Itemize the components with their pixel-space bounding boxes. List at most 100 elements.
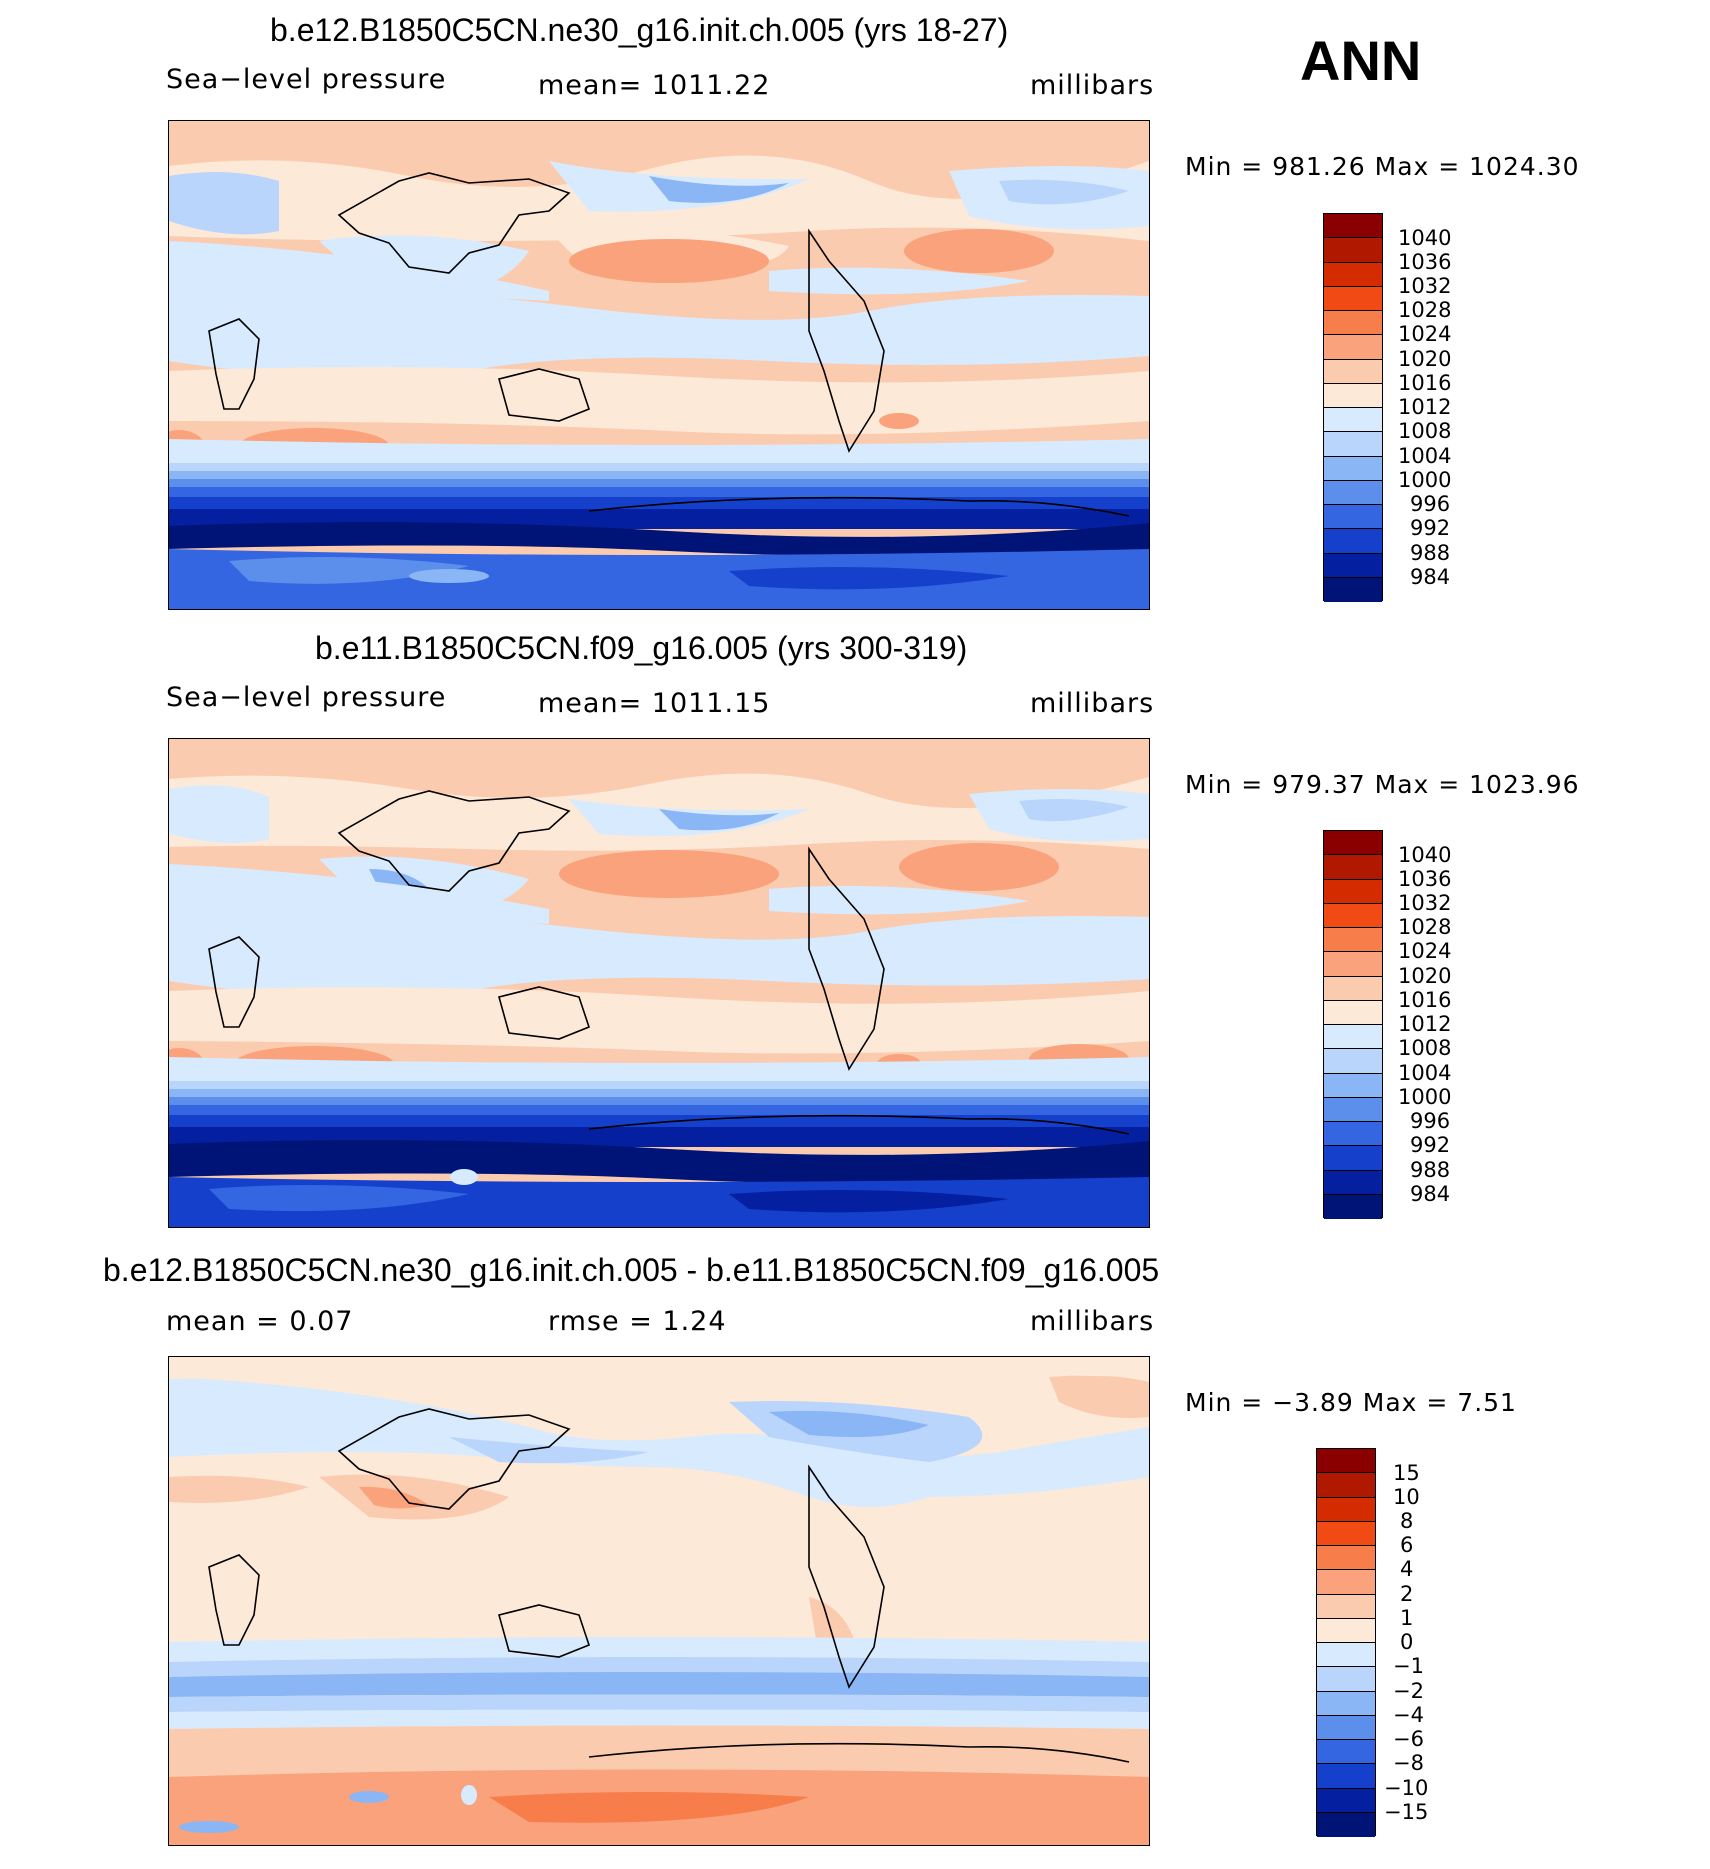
panel-2-level-label: 1016: [1398, 988, 1452, 1012]
panel-3-map: [168, 1356, 1150, 1846]
panel-1-colorbar-bin: [1324, 577, 1382, 602]
panel-2-level-label: 996: [1410, 1109, 1451, 1133]
panel-3-rmse-label: rmse = 1.24: [548, 1306, 727, 1337]
panel-1-units-label: millibars: [1030, 70, 1155, 101]
panel-3-level-label: 1: [1400, 1606, 1414, 1630]
panel-3-mean-label: mean = 0.07: [166, 1306, 354, 1337]
panel-3-level-label: −8: [1393, 1751, 1424, 1775]
panel-1-colorbar-bin: [1324, 529, 1382, 554]
panel-3-colorbar-bin: [1317, 1691, 1375, 1716]
panel-1-colorbar-bin: [1324, 214, 1382, 239]
panel-1-level-label: 1008: [1398, 419, 1452, 443]
panel-3-colorbar-bin: [1317, 1667, 1375, 1692]
panel-2-level-label: 1028: [1398, 915, 1452, 939]
panel-2-minmax-label: Min = 979.37 Max = 1023.96: [1185, 770, 1580, 799]
panel-1-level-label: 1040: [1398, 226, 1452, 250]
panel-3-level-label: −4: [1393, 1703, 1424, 1727]
panel-2-colorbar-bin: [1324, 1097, 1382, 1122]
panel-3-level-label: −2: [1393, 1679, 1424, 1703]
panel-2-level-label: 1036: [1398, 867, 1452, 891]
panel-1-level-label: 1004: [1398, 444, 1452, 468]
panel-3-colorbar-bin: [1317, 1715, 1375, 1740]
panel-2-colorbar-bin: [1324, 952, 1382, 977]
panel-2-colorbar-bin: [1324, 855, 1382, 880]
panel-2-colorbar-bin: [1324, 928, 1382, 953]
panel-2-mean-label: mean= 1011.15: [538, 688, 771, 719]
panel-3-colorbar-bin: [1317, 1618, 1375, 1643]
panel-2-title: b.e11.B1850C5CN.f09_g16.005 (yrs 300-319…: [315, 630, 968, 666]
panel-2-level-label: 1024: [1398, 939, 1452, 963]
panel-2-colorbar-bin: [1324, 879, 1382, 904]
panel-1-map: [168, 120, 1150, 610]
panel-2-map: [168, 738, 1150, 1228]
panel-3-colorbar-bin: [1317, 1570, 1375, 1595]
panel-1-title: b.e12.B1850C5CN.ne30_g16.init.ch.005 (yr…: [270, 12, 1009, 48]
panel-1-colorbar-bin: [1324, 286, 1382, 311]
panel-3-colorbar-bin: [1317, 1812, 1375, 1837]
panel-1-colorbar-bin: [1324, 359, 1382, 384]
panel-1-colorbar: [1323, 213, 1383, 602]
panel-1-level-label: 1020: [1398, 347, 1452, 371]
panel-2-level-label: 1000: [1398, 1085, 1452, 1109]
panel-2-colorbar-bin: [1324, 903, 1382, 928]
panel-3-level-label: −6: [1393, 1727, 1424, 1751]
panel-3-minmax-label: Min = −3.89 Max = 7.51: [1185, 1388, 1517, 1417]
panel-1-level-label: 984: [1410, 565, 1451, 589]
panel-1-mean-label: mean= 1011.22: [538, 70, 771, 101]
panel-3-level-label: 4: [1400, 1557, 1414, 1581]
panel-2-colorbar-bin: [1324, 1073, 1382, 1098]
panel-1-colorbar-bin: [1324, 335, 1382, 360]
panel-3-colorbar-bin: [1317, 1449, 1375, 1474]
panel-2-field-label: Sea−level pressure: [166, 682, 447, 713]
panel-1-level-label: 1012: [1398, 395, 1452, 419]
panel-2-level-label: 1032: [1398, 891, 1452, 915]
panel-3-level-label: −1: [1393, 1654, 1424, 1678]
panel-3-colorbar-bin: [1317, 1643, 1375, 1668]
panel-2-colorbar-bin: [1324, 1194, 1382, 1219]
panel-1-colorbar-bin: [1324, 480, 1382, 505]
panel-3-level-label: −15: [1384, 1800, 1429, 1824]
panel-1-colorbar-bin: [1324, 553, 1382, 578]
panel-3-level-label: −10: [1384, 1776, 1429, 1800]
panel-3-colorbar-bin: [1317, 1546, 1375, 1571]
panel-3-level-label: 0: [1400, 1630, 1414, 1654]
panel-3-colorbar-bin: [1317, 1764, 1375, 1789]
panel-1-colorbar-bin: [1324, 262, 1382, 287]
panel-3-colorbar-bin: [1317, 1594, 1375, 1619]
panel-2-colorbar-bin: [1324, 1146, 1382, 1171]
panel-2-level-label: 1004: [1398, 1061, 1452, 1085]
panel-3-level-label: 6: [1400, 1533, 1414, 1557]
panel-3-units-label: millibars: [1030, 1306, 1155, 1337]
panel-2-level-label: 1012: [1398, 1012, 1452, 1036]
panel-1-level-label: 1032: [1398, 274, 1452, 298]
panel-3-colorbar-bin: [1317, 1497, 1375, 1522]
panel-2-level-label: 1040: [1398, 843, 1452, 867]
panel-1-level-label: 988: [1410, 541, 1451, 565]
panel-2-level-label: 984: [1410, 1182, 1451, 1206]
panel-1-colorbar-bin: [1324, 383, 1382, 408]
panel-1-colorbar-bin: [1324, 408, 1382, 433]
panel-1-minmax-label: Min = 981.26 Max = 1024.30: [1185, 152, 1580, 181]
panel-2-colorbar-bin: [1324, 1122, 1382, 1147]
panel-1-colorbar-bin: [1324, 456, 1382, 481]
panel-2-level-label: 1020: [1398, 964, 1452, 988]
panel-3-colorbar-bin: [1317, 1521, 1375, 1546]
panel-1-level-label: 1024: [1398, 322, 1452, 346]
panel-1-level-label: 1028: [1398, 298, 1452, 322]
panel-3-title: b.e12.B1850C5CN.ne30_g16.init.ch.005 - b…: [103, 1252, 1160, 1288]
panel-2-level-label: 992: [1410, 1133, 1451, 1157]
panel-3-level-label: 2: [1400, 1582, 1414, 1606]
panel-3-colorbar: [1316, 1448, 1376, 1837]
panel-2-units-label: millibars: [1030, 688, 1155, 719]
panel-2-colorbar-bin: [1324, 976, 1382, 1001]
panel-2-colorbar-bin: [1324, 831, 1382, 856]
panel-1-colorbar-bin: [1324, 505, 1382, 530]
panel-2-level-label: 988: [1410, 1158, 1451, 1182]
panel-3-level-label: 15: [1393, 1461, 1420, 1485]
panel-1-level-label: 1000: [1398, 468, 1452, 492]
panel-2-colorbar-bin: [1324, 1170, 1382, 1195]
season-label: ANN: [1300, 29, 1422, 92]
panel-3-colorbar-bin: [1317, 1473, 1375, 1498]
panel-2-colorbar: [1323, 830, 1383, 1219]
panel-3-colorbar-bin: [1317, 1788, 1375, 1813]
